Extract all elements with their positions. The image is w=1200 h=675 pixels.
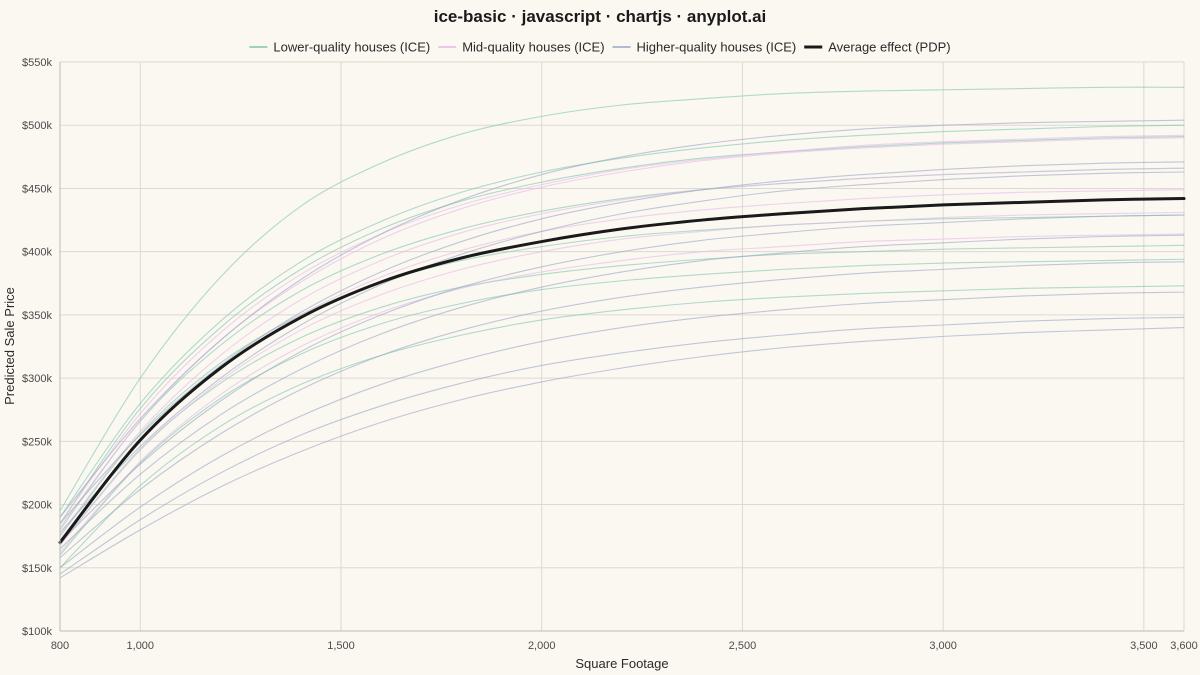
ice-series-2 bbox=[59, 134, 1185, 554]
ice-line bbox=[59, 86, 1185, 512]
y-tick-label: $550k bbox=[22, 57, 52, 69]
y-tick-label: $200k bbox=[22, 500, 52, 512]
legend-label: Higher-quality houses (ICE) bbox=[637, 40, 797, 55]
y-tick-label: $450k bbox=[22, 183, 52, 195]
ice-line bbox=[59, 171, 1185, 533]
legend-item[interactable]: Higher-quality houses (ICE) bbox=[612, 40, 797, 55]
ice-line bbox=[59, 211, 1185, 546]
axes: $100k $150k $200k $250k $300k $350k $400k $450k… bbox=[22, 57, 1198, 652]
chart-title: ice-basic · javascript · chartjs · anypl… bbox=[434, 7, 767, 26]
legend-label: Average effect (PDP) bbox=[828, 40, 950, 55]
y-tick-label: $100k bbox=[22, 626, 52, 638]
legend: Lower-quality houses (ICE) Mid-quality ho… bbox=[249, 40, 951, 55]
ice-line bbox=[59, 136, 1185, 525]
ice-line bbox=[59, 214, 1185, 544]
y-tick-label: $500k bbox=[22, 120, 52, 132]
ice-line bbox=[59, 261, 1185, 559]
ice-line bbox=[59, 167, 1185, 536]
x-tick-label: 1,000 bbox=[127, 640, 155, 652]
ice-line bbox=[59, 291, 1185, 569]
gridlines bbox=[59, 61, 1185, 632]
ice-series-3 bbox=[59, 119, 1185, 579]
ice-line bbox=[59, 134, 1185, 525]
x-tick-label: 3,500 bbox=[1130, 640, 1158, 652]
pdp-series bbox=[58, 197, 1186, 544]
legend-item[interactable]: Average effect (PDP) bbox=[804, 40, 951, 55]
ice-line bbox=[59, 189, 1185, 541]
ice-line bbox=[59, 244, 1185, 546]
ice-line bbox=[59, 316, 1185, 575]
x-axis-title: Square Footage bbox=[575, 656, 668, 671]
ice-line bbox=[59, 233, 1185, 554]
x-tick-label: 1,500 bbox=[327, 640, 355, 652]
x-tick-label: 3,000 bbox=[929, 640, 957, 652]
ice-line bbox=[59, 214, 1185, 537]
legend-item[interactable]: Lower-quality houses (ICE) bbox=[249, 40, 430, 55]
legend-label: Mid-quality houses (ICE) bbox=[462, 40, 604, 55]
ice-line bbox=[59, 119, 1185, 518]
y-tick-label: $150k bbox=[22, 563, 52, 575]
y-tick-label: $400k bbox=[22, 247, 52, 259]
ice-line bbox=[59, 326, 1185, 579]
y-tick-label: $250k bbox=[22, 436, 52, 448]
x-tick-label: 800 bbox=[51, 640, 69, 652]
pdp-line bbox=[58, 197, 1186, 544]
x-tick-label: 2,500 bbox=[729, 640, 757, 652]
ice-line bbox=[59, 161, 1185, 525]
y-tick-label: $300k bbox=[22, 373, 52, 385]
series-group bbox=[58, 86, 1186, 579]
legend-label: Lower-quality houses (ICE) bbox=[273, 40, 430, 55]
ice-series-1 bbox=[59, 86, 1185, 569]
legend-item[interactable]: Mid-quality houses (ICE) bbox=[438, 40, 605, 55]
y-axis-title: Predicted Sale Price bbox=[2, 287, 17, 405]
ice-line bbox=[59, 234, 1185, 550]
x-tick-label: 2,000 bbox=[528, 640, 556, 652]
y-tick-label: $350k bbox=[22, 310, 52, 322]
x-tick-label: 3,600 bbox=[1170, 640, 1198, 652]
ice-line bbox=[59, 285, 1185, 569]
ice-line bbox=[59, 258, 1185, 556]
